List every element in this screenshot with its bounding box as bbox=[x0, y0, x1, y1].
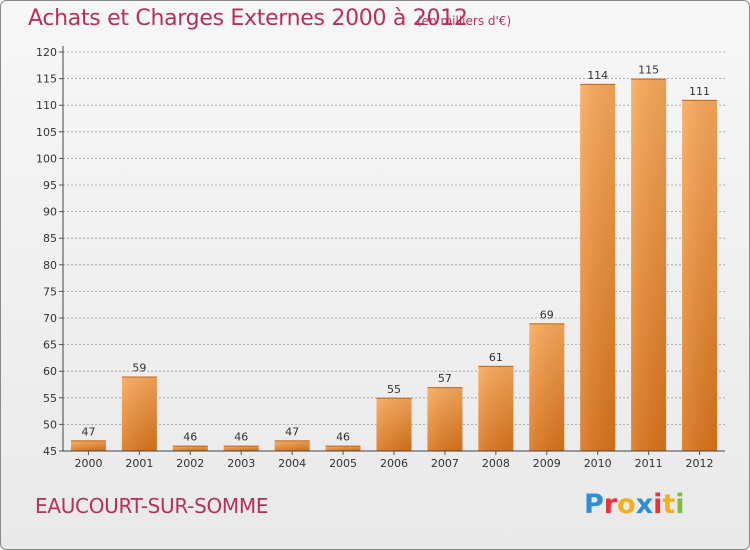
bar-shade bbox=[478, 365, 514, 451]
data-label: 59 bbox=[132, 362, 146, 375]
y-tick-label: 115 bbox=[36, 73, 57, 86]
proxiti-logo: Proxiti bbox=[584, 489, 685, 520]
grid-lines bbox=[63, 51, 725, 425]
y-tick-label: 120 bbox=[36, 46, 57, 59]
data-label: 55 bbox=[387, 383, 401, 396]
data-label: 114 bbox=[587, 69, 608, 82]
bar-shade bbox=[529, 323, 565, 451]
y-tick-label: 80 bbox=[43, 259, 57, 272]
logo-letter: P bbox=[584, 489, 604, 520]
logo-letter: i bbox=[653, 489, 663, 520]
bar-shade bbox=[580, 83, 616, 452]
logo-letter: r bbox=[603, 489, 618, 520]
y-tick-label: 70 bbox=[43, 312, 57, 325]
y-tick-label: 75 bbox=[43, 285, 57, 298]
y-tick-label: 55 bbox=[43, 392, 57, 405]
x-tick-label: 2004 bbox=[278, 457, 306, 470]
x-tick-label: 2000 bbox=[74, 457, 102, 470]
bar-shade bbox=[274, 440, 310, 451]
x-tick-label: 2007 bbox=[431, 457, 459, 470]
x-tick-label: 2010 bbox=[584, 457, 612, 470]
x-tick-label: 2011 bbox=[635, 457, 663, 470]
x-tick-label: 2002 bbox=[176, 457, 204, 470]
y-tick-label: 90 bbox=[43, 206, 57, 219]
x-tick-label: 2003 bbox=[227, 457, 255, 470]
y-tick-label: 95 bbox=[43, 179, 57, 192]
x-tick-label: 2008 bbox=[482, 457, 510, 470]
bar-shade bbox=[376, 397, 412, 451]
data-label: 47 bbox=[285, 425, 299, 438]
x-tick-label: 2012 bbox=[686, 457, 714, 470]
data-label: 115 bbox=[638, 64, 659, 77]
axes bbox=[62, 46, 725, 452]
y-tick-label: 50 bbox=[43, 418, 57, 431]
y-tick-label: 105 bbox=[36, 126, 57, 139]
data-label: 57 bbox=[438, 372, 452, 385]
bar-shade bbox=[172, 445, 208, 451]
x-tick-label: 2006 bbox=[380, 457, 408, 470]
y-tick-label: 60 bbox=[43, 365, 57, 378]
city-name: EAUCOURT-SUR-SOMME bbox=[35, 494, 269, 518]
bar-shade bbox=[223, 445, 259, 451]
logo-letter: i bbox=[675, 489, 685, 520]
data-label: 46 bbox=[234, 431, 248, 444]
data-label: 46 bbox=[336, 431, 350, 444]
y-tick-label: 85 bbox=[43, 232, 57, 245]
y-tick-label: 100 bbox=[36, 152, 57, 165]
data-label: 111 bbox=[689, 85, 710, 98]
y-tick-label: 110 bbox=[36, 99, 57, 112]
x-tick-label: 2009 bbox=[533, 457, 561, 470]
x-tick-label: 2001 bbox=[125, 457, 153, 470]
logo-letter: o bbox=[617, 489, 636, 520]
x-tick-label: 2005 bbox=[329, 457, 357, 470]
logo-letter: x bbox=[635, 489, 654, 520]
y-axis-ticks: 45 50 55 60 65 70 75 80 85 90 95 100 105 110 115 120 bbox=[36, 46, 63, 458]
bars bbox=[70, 78, 718, 452]
logo-letter: t bbox=[662, 489, 676, 520]
x-axis-ticks: 2000 2001 2002 2003 2004 2005 2006 2007 2008 2009… bbox=[74, 451, 714, 470]
data-labels: 47 59 46 46 47 46 55 57 61 69 114 115 111 bbox=[81, 64, 710, 444]
bar-shade bbox=[682, 99, 718, 451]
bar-shade bbox=[427, 387, 463, 451]
unit-note: (en milliers d'€) bbox=[417, 14, 512, 28]
data-label: 61 bbox=[489, 351, 503, 364]
chart-title: Achats et Charges Externes 2000 à 2012 bbox=[28, 6, 468, 31]
y-tick-label: 45 bbox=[43, 445, 57, 458]
data-label: 69 bbox=[540, 308, 554, 321]
y-tick-label: 65 bbox=[43, 339, 57, 352]
data-label: 47 bbox=[81, 425, 95, 438]
bar-shade bbox=[631, 78, 667, 451]
bar-shade bbox=[325, 445, 361, 451]
bar-shade bbox=[121, 376, 157, 451]
data-label: 46 bbox=[183, 431, 197, 444]
bar-shade bbox=[70, 440, 106, 451]
